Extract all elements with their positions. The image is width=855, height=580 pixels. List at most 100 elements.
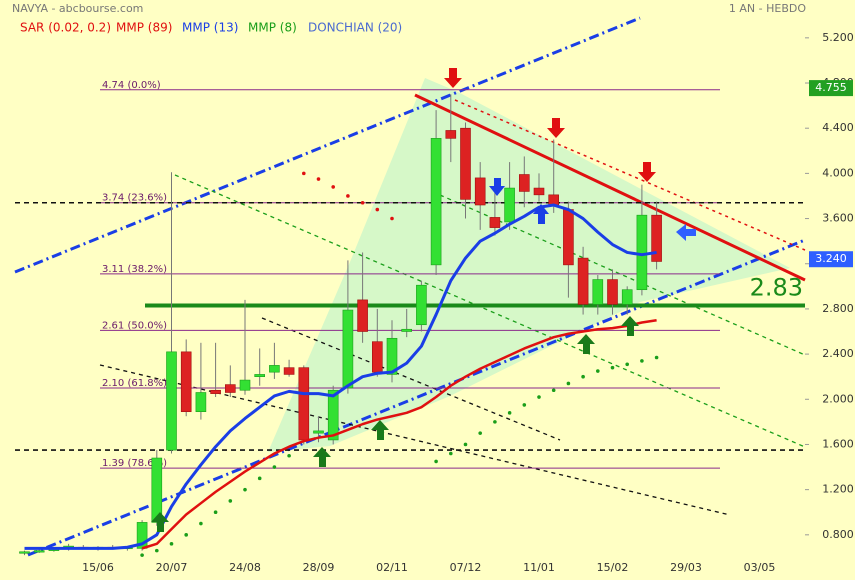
arrow-up [371,420,389,440]
sar-dot [463,442,468,447]
candle-body [460,127,471,200]
sar-dot [625,362,629,367]
sar-dot [390,216,394,221]
trend-green [439,194,806,356]
trend-lines [14,16,806,557]
candle-body [651,214,662,262]
y-tick-label: 4.000 [822,166,854,179]
candle-body [269,365,280,373]
y-tick-label: 4.400 [822,121,854,134]
arrow-down [489,178,505,196]
arrows [151,68,696,532]
candle-body [518,174,530,192]
candle-body [401,328,413,332]
legend-entry: MMP (8) [248,21,297,35]
trend-red [414,93,806,282]
support-label: 2.83 [750,274,803,302]
sar-dot [537,395,541,399]
candle-body [430,138,442,266]
trend-green [174,174,806,448]
candle-body [371,341,383,373]
x-tick-label: 29/03 [670,561,702,574]
legend: SAR (0.02, 0.2) MMP (89) MMP (13) MMP (8) DO… [20,21,402,35]
legend-entry: MMP (89) [116,21,172,35]
candle-body [283,367,295,375]
candle-body [33,550,45,553]
arrow-up [151,512,169,532]
sar-dot [243,487,247,492]
sar-dot [169,542,174,546]
y-tick-label: 0.800 [822,528,854,541]
sar-dot [654,355,659,360]
sar-dot [346,194,350,198]
candle-body [621,289,633,305]
sar-dot [184,533,188,537]
sar-dot [507,411,512,415]
x-tick-label: 24/08 [229,561,261,574]
sar-dot [331,185,336,189]
sar-dot [287,453,291,458]
candle-body [342,309,354,389]
sar-dot [551,388,556,393]
sar-dot [493,420,497,424]
price-tag-box [809,251,853,268]
candle-body [563,209,574,266]
x-tick-label: 11/01 [523,561,555,574]
candle-body [533,187,545,196]
sar-dot [140,553,144,557]
candle-body [210,389,221,394]
arrow-down [547,118,565,138]
sar-dot [449,451,453,456]
levels: 2.83 [15,201,805,451]
sar-dot [478,431,483,435]
ma-line [24,203,657,550]
sar-dot [155,548,159,553]
arrow-up [533,204,549,224]
candle-body [474,177,486,206]
price-tag: 3.240 [815,252,847,265]
sar-dot [434,459,438,464]
candle-body [504,187,515,223]
candle-body [180,351,192,413]
legend-entry: MMP (13) [182,21,238,35]
candle-body [327,389,339,441]
candle-body [636,214,648,291]
candle-body [592,279,604,305]
arrow-up [577,334,595,354]
candle-body [166,351,177,451]
trend-black [99,364,731,516]
x-tick-label: 15/06 [82,561,114,574]
x-tick-label: 02/11 [376,561,408,574]
fib-label: 4.74 (0.0%) [102,80,161,91]
legend-entry: SAR (0.02, 0.2) [20,21,111,35]
sar-dot [199,521,203,526]
fib-label: 2.10 (61.8%) [102,378,167,389]
sar-dot [257,476,262,481]
candle-body [254,374,265,377]
x-tick-label: 28/09 [303,561,335,574]
candles [19,94,662,556]
candle-body [445,130,457,139]
candle-body [195,392,207,413]
y-tick-label: 1.200 [822,483,854,496]
sar-dot [566,381,571,386]
candle-body [239,379,251,391]
sar-dot [316,177,321,181]
trend-red-dotted [454,99,806,251]
y-tick-label: 2.400 [822,347,854,360]
y-tick-label: 2.000 [822,392,854,405]
channel-upper [14,16,641,274]
sar-dot [596,369,600,373]
arrow-left [676,224,696,241]
indicators [24,171,659,557]
candle-body [548,194,560,206]
sar-dot [272,465,277,469]
arrow-down [444,68,462,88]
candle-body [357,299,368,332]
candle-body [386,337,398,375]
arrow-up [621,316,639,336]
sar-dot [581,374,585,379]
x-tick-label: 07/12 [450,561,482,574]
